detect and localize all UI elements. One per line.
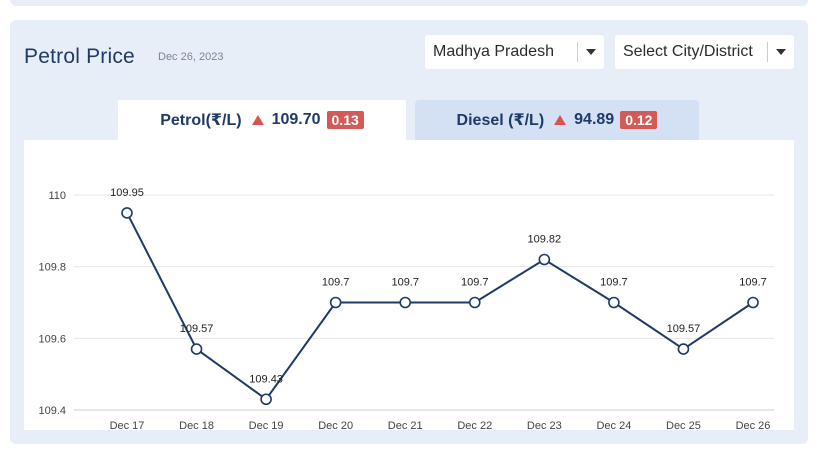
y-tick-label: 109.8 [38,262,66,274]
fuel-price-panel: Petrol Price Dec 26, 2023 Madhya Pradesh… [10,20,808,444]
data-label: 109.82 [528,234,562,246]
chevron-down-icon[interactable] [578,49,604,55]
x-tick-label: Dec 25 [666,420,701,430]
data-point [677,343,690,355]
tab-diesel-price: 94.89 [574,111,615,128]
data-point [329,296,342,309]
select-separator [577,42,578,62]
x-tick-label: Dec 22 [457,420,492,430]
x-tick-label: Dec 24 [596,420,631,430]
data-point [399,296,412,309]
data-label: 109.7 [322,277,350,289]
data-point [538,253,551,266]
x-tick-label: Dec 26 [736,420,771,430]
data-label: 109.57 [667,323,701,335]
x-tick-label: Dec 23 [527,420,562,430]
price-chart-card: 110 109.8 109.6 109.4 Dec 17 Dec 18 Dec 19 Dec … [24,140,794,432]
data-label: 109.7 [391,277,419,289]
chevron-down-icon[interactable] [768,49,794,55]
city-select[interactable]: Select City/District [615,35,794,69]
y-tick-label: 109.6 [38,333,66,345]
x-tick-label: Dec 20 [318,420,353,430]
state-select-value: Madhya Pradesh [433,43,554,60]
select-separator [767,42,768,62]
y-tick-label: 110 [48,190,66,202]
data-label: 109.7 [600,277,628,289]
x-tick-label: Dec 18 [179,420,214,430]
x-tick-label: Dec 17 [110,420,145,430]
data-label: 109.7 [461,277,489,289]
state-select[interactable]: Madhya Pradesh [425,35,604,69]
x-tick-label: Dec 21 [388,420,423,430]
data-label: 109.95 [110,187,144,199]
data-label: 109.57 [180,323,214,335]
tab-diesel[interactable]: Diesel (₹/L) 94.89 0.12 [415,100,699,140]
page-title: Petrol Price [24,45,135,68]
tab-petrol-price: 109.70 [271,111,321,128]
tab-petrol[interactable]: Petrol(₹/L) 109.70 0.13 [118,100,406,140]
tab-diesel-change-badge: 0.12 [620,111,658,129]
price-up-icon [554,115,567,125]
price-date: Dec 26, 2023 [158,51,224,63]
data-label: 109.7 [739,277,767,289]
tab-diesel-label: Diesel (₹/L) [456,112,545,129]
data-point [468,296,481,309]
tab-petrol-change-badge: 0.13 [326,111,364,129]
price-line-chart: 110 109.8 109.6 109.4 Dec 17 Dec 18 Dec 19 Dec … [38,187,774,432]
city-select-placeholder: Select City/District [623,43,753,60]
data-point [190,343,203,355]
data-label: 109.43 [249,373,283,385]
price-up-icon [251,115,264,125]
series-line [126,212,754,401]
data-point [747,296,759,309]
data-point [260,393,272,406]
data-point [608,296,620,309]
x-tick-label: Dec 19 [249,420,284,430]
y-tick-label: 109.4 [38,405,66,417]
top-panel-edge [10,0,808,6]
tab-petrol-label: Petrol(₹/L) [160,112,242,129]
data-point [121,207,133,219]
